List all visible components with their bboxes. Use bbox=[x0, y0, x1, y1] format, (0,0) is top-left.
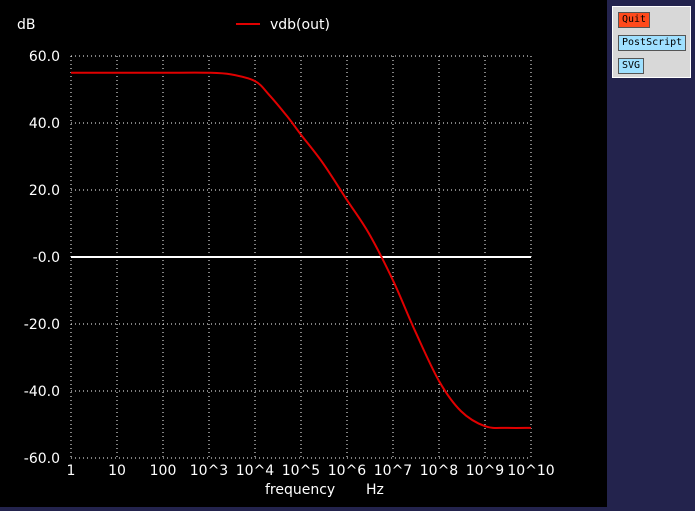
x-tick-label: 10^8 bbox=[420, 463, 458, 479]
y-tick-label: -20.0 bbox=[24, 317, 60, 333]
y-tick-label: -40.0 bbox=[24, 384, 60, 400]
x-axis-unit: Hz bbox=[366, 482, 384, 498]
y-tick-label: -0.0 bbox=[33, 250, 60, 266]
x-axis-label: frequency bbox=[265, 482, 335, 498]
y-tick-label: 40.0 bbox=[29, 116, 60, 132]
svg-button[interactable]: SVG bbox=[618, 58, 645, 74]
x-tick-label: 10^5 bbox=[282, 463, 320, 479]
chart-svg: 60.0 40.0 20.0 -0.0 -20.0 -40.0 -60.0 1 10 100 10… bbox=[17, 17, 555, 498]
x-tick-label: 100 bbox=[150, 463, 177, 479]
x-tick-label: 1 bbox=[67, 463, 76, 479]
y-tick-labels: 60.0 40.0 20.0 -0.0 -20.0 -40.0 -60.0 bbox=[24, 49, 60, 467]
x-tick-label: 10^7 bbox=[374, 463, 412, 479]
legend-label: vdb(out) bbox=[270, 17, 330, 33]
plot-window: 60.0 40.0 20.0 -0.0 -20.0 -40.0 -60.0 1 10 100 10… bbox=[0, 0, 607, 507]
x-tick-label: 10^10 bbox=[507, 463, 554, 479]
x-tick-label: 10^3 bbox=[190, 463, 228, 479]
quit-button[interactable]: Quit bbox=[618, 12, 651, 28]
y-tick-label: -60.0 bbox=[24, 451, 60, 467]
x-tick-label: 10^4 bbox=[236, 463, 275, 479]
series-line bbox=[70, 71, 532, 429]
x-tick-label: 10^9 bbox=[466, 463, 504, 479]
x-tick-labels: 1 10 100 10^3 10^4 10^5 10^6 10^7 10^8 10^9 10^10 bbox=[67, 463, 555, 479]
x-tick-label: 10^6 bbox=[328, 463, 367, 479]
y-tick-label: 20.0 bbox=[29, 183, 60, 199]
x-tick-label: 10 bbox=[108, 463, 126, 479]
series-layer bbox=[70, 71, 532, 429]
y-tick-label: 60.0 bbox=[29, 49, 60, 65]
y-axis-label: dB bbox=[17, 17, 36, 33]
postscript-button[interactable]: PostScript bbox=[618, 35, 687, 51]
button-panel: Quit PostScript SVG bbox=[612, 6, 691, 78]
